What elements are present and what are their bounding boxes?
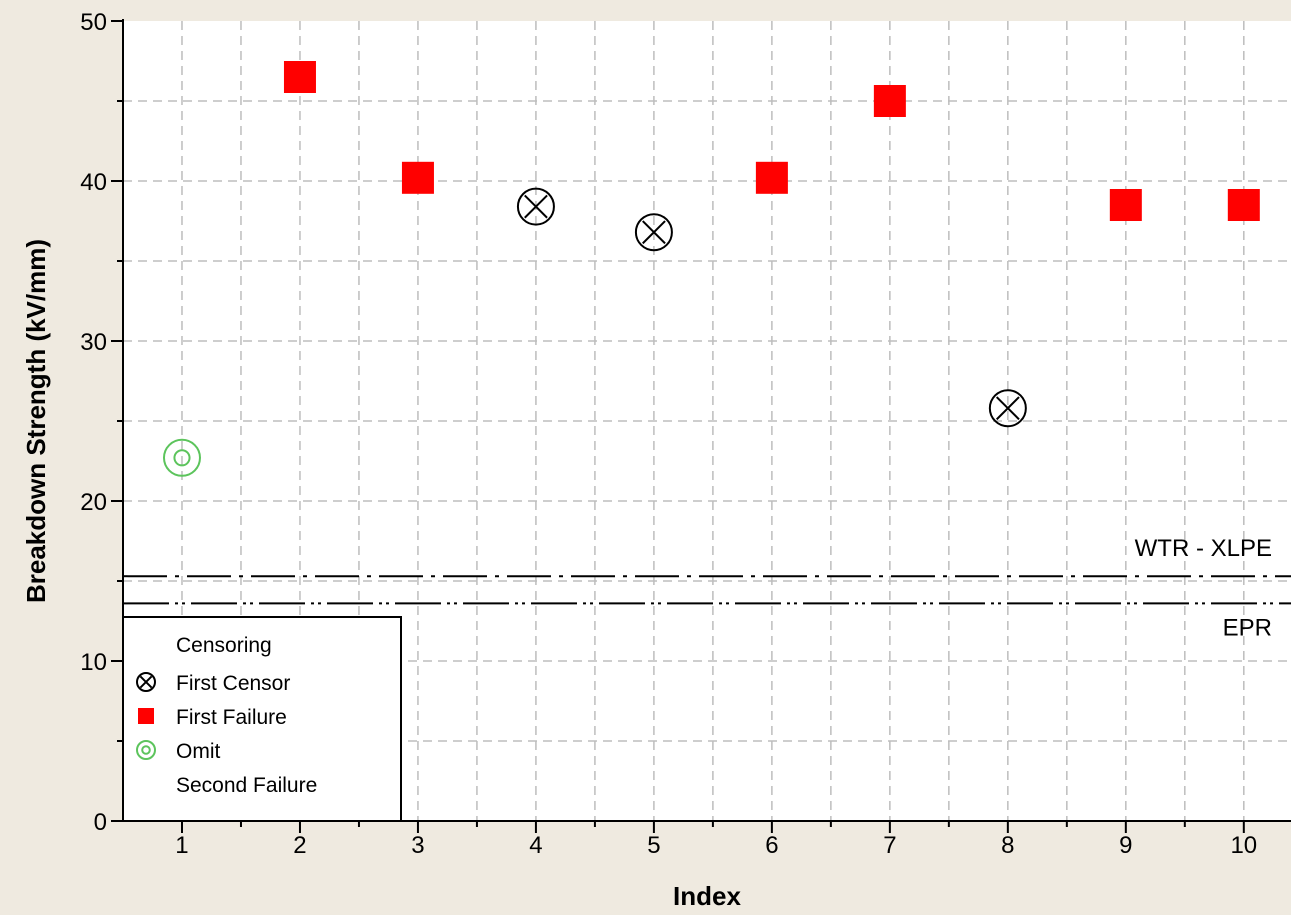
reference-line-label: WTR - XLPE: [1135, 535, 1272, 562]
legend-entry: Second Failure: [176, 774, 317, 797]
point-first-censor: [516, 187, 555, 226]
x-tick-label: 3: [411, 832, 424, 859]
y-tick-label: 10: [80, 649, 107, 676]
x-tick-label: 2: [293, 832, 306, 859]
square-marker: [1227, 189, 1260, 221]
point-first-failure: [1227, 189, 1260, 221]
point-first-failure: [1109, 189, 1142, 221]
square-marker: [755, 161, 788, 194]
y-tick-label: 20: [80, 489, 107, 516]
reference-lines: WTR - XLPE EPR: [123, 535, 1291, 641]
x-tick-label: 8: [1001, 832, 1014, 859]
data-points: [162, 61, 1260, 477]
point-first-censor: [634, 213, 673, 252]
inner-ring: [141, 745, 151, 755]
point-omit: [162, 438, 201, 477]
cross-stroke: [642, 220, 666, 245]
square-marker: [1109, 189, 1142, 221]
circle-x-marker: [136, 672, 156, 692]
legend-marker: [136, 672, 156, 692]
point-first-failure: [401, 161, 434, 194]
y-tick-label: 50: [80, 9, 107, 36]
square-marker: [401, 161, 434, 194]
legend-box: [122, 616, 402, 822]
outer-ring: [136, 740, 156, 760]
x-tick-label: 9: [1119, 832, 1132, 859]
x-tick-label: 1: [175, 832, 188, 859]
legend-entry: Omit: [176, 740, 220, 763]
square-marker: [138, 708, 154, 724]
legend: Censoring First Censor First Failure Omit Se…: [122, 616, 402, 822]
y-tick-label: 30: [80, 329, 107, 356]
cross-stroke: [139, 675, 153, 689]
reference-line-label: EPR: [1223, 614, 1272, 641]
inner-ring: [173, 449, 191, 467]
x-tick-label: 6: [765, 832, 778, 859]
legend-title: Censoring: [176, 634, 272, 657]
y-tick-label: 40: [80, 169, 107, 196]
cross-stroke: [995, 396, 1020, 421]
point-first-failure: [283, 61, 316, 93]
legend-marker: [138, 708, 154, 724]
x-tick-label: 4: [529, 832, 542, 859]
legend-entry: First Censor: [176, 672, 290, 695]
x-tick-label: 7: [883, 832, 896, 859]
x-tick-label: 5: [647, 832, 660, 859]
point-first-failure: [873, 85, 906, 117]
square-marker: [283, 61, 316, 93]
outer-ring: [162, 438, 201, 477]
square-marker: [873, 85, 906, 117]
circle-x-marker: [634, 213, 673, 252]
circle-x-marker: [988, 389, 1027, 428]
cross-stroke: [524, 194, 548, 219]
circle-x-marker: [516, 187, 555, 226]
point-first-failure: [755, 161, 788, 194]
x-axis-title: Index: [673, 881, 741, 911]
y-tick-label: 0: [94, 809, 107, 836]
x-tick-label: 10: [1230, 832, 1257, 859]
point-first-censor: [988, 389, 1027, 428]
legend-entry: First Failure: [176, 706, 287, 729]
y-axis-title: Breakdown Strength (kV/mm): [21, 239, 51, 603]
legend-marker: [136, 740, 156, 760]
